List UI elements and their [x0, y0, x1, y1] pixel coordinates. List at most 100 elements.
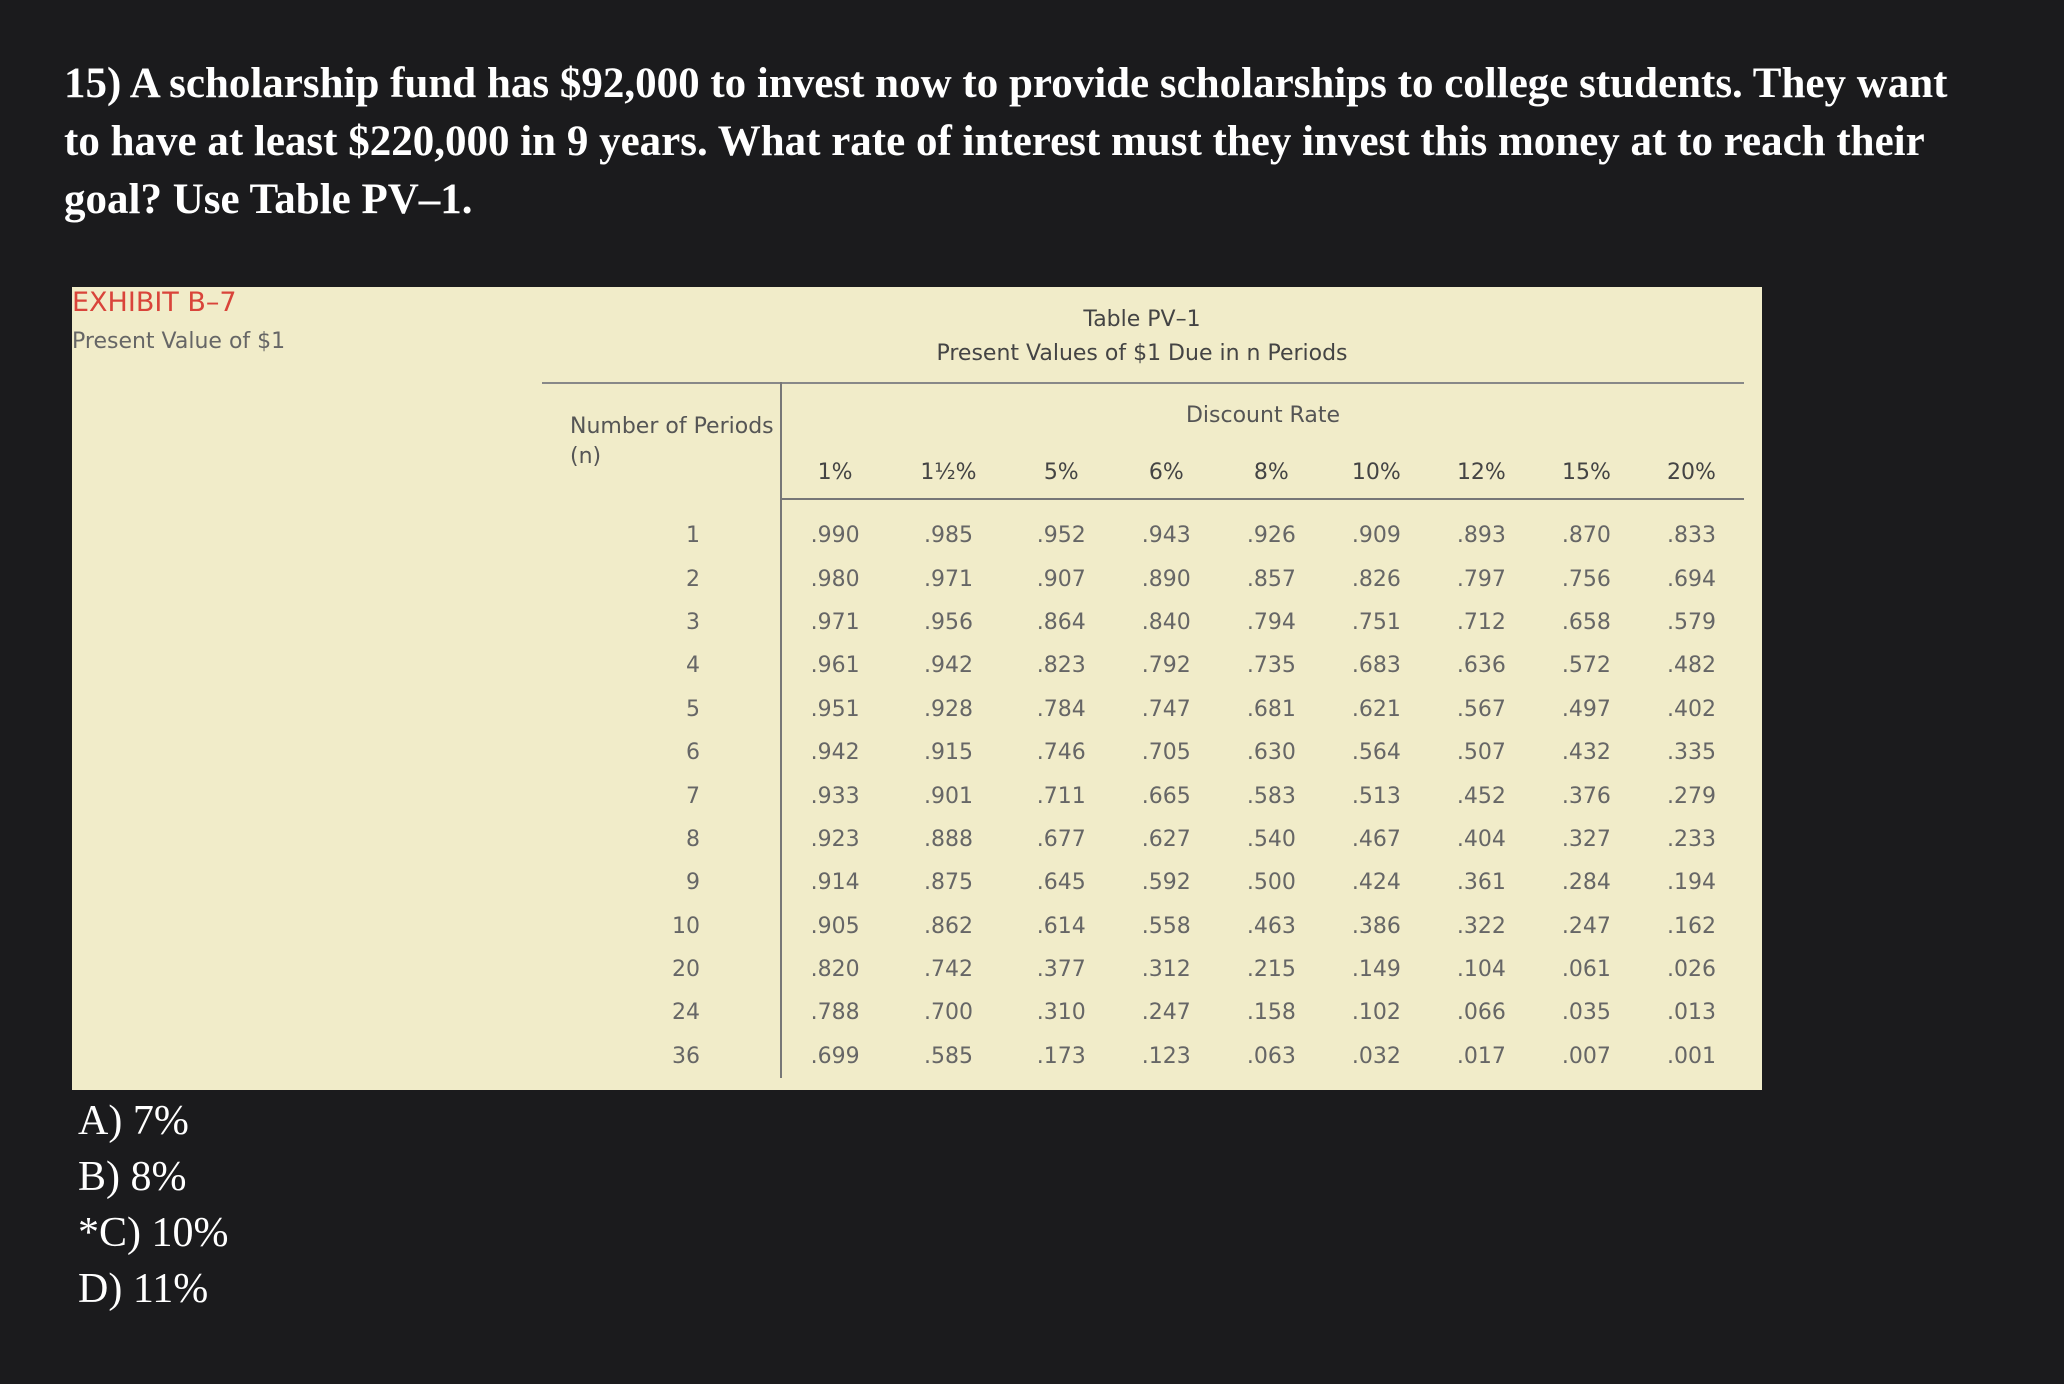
column-header: 1½% [888, 446, 1009, 500]
value-cell: .497 [1561, 696, 1611, 722]
value-cell: .694 [1666, 566, 1716, 592]
value-cell: .705 [1141, 740, 1191, 766]
value-cell: .061 [1561, 957, 1611, 983]
table-row: 3 .971 .956 .864 .840 .794 .751 .712 .658 .579 [542, 600, 1744, 645]
value-cell: .875 [923, 870, 973, 896]
value-cell: .035 [1561, 1000, 1611, 1026]
value-cell: .032 [1351, 1043, 1401, 1069]
column-header-row: 1% 1½% 5% 6% 8% 10% 12% 15% 20% [542, 446, 1744, 500]
value-cell: .377 [1036, 957, 1086, 983]
column-header: 1% [781, 446, 889, 500]
value-cell: .888 [923, 826, 973, 852]
value-cell: .630 [1246, 740, 1296, 766]
value-cell: .123 [1141, 1043, 1191, 1069]
period-cell: 2 [542, 557, 782, 601]
column-header: 8% [1218, 446, 1324, 500]
value-cell: .026 [1666, 957, 1716, 983]
value-cell: .001 [1666, 1043, 1716, 1069]
value-cell: .943 [1141, 523, 1191, 549]
answer-option: B) 8% [78, 1154, 187, 1200]
value-cell: .971 [923, 566, 973, 592]
value-cell: .826 [1351, 566, 1401, 592]
value-cell: .467 [1351, 826, 1401, 852]
value-cell: .583 [1246, 783, 1296, 809]
table-row: 9 .914 .875 .645 .592 .500 .424 .361 .284 .194 [542, 861, 1744, 905]
column-header: 20% [1638, 446, 1744, 500]
value-cell: .627 [1141, 826, 1191, 852]
value-cell: .864 [1036, 609, 1086, 635]
value-cell: .558 [1141, 913, 1191, 939]
value-cell: .482 [1666, 653, 1716, 679]
value-cell: .335 [1666, 740, 1716, 766]
value-cell: .942 [810, 740, 860, 766]
value-cell: .857 [1246, 566, 1296, 592]
value-cell: .823 [1036, 653, 1086, 679]
value-cell: .751 [1351, 609, 1401, 635]
period-cell: 36 [542, 1034, 782, 1079]
column-header: 15% [1533, 446, 1639, 500]
question: 15) A scholarship fund has $92,000 to in… [64, 60, 1948, 223]
value-cell: .017 [1456, 1043, 1506, 1069]
value-cell: .361 [1456, 870, 1506, 896]
value-cell: .923 [810, 826, 860, 852]
group-header: Discount Rate [781, 382, 1744, 446]
value-cell: .926 [1246, 523, 1296, 549]
value-cell: .312 [1141, 957, 1191, 983]
value-cell: .985 [923, 523, 973, 549]
value-cell: .711 [1036, 783, 1086, 809]
exhibit-subtitle: Present Value of $1 [72, 329, 286, 354]
value-cell: .990 [810, 523, 860, 549]
value-cell: .579 [1666, 609, 1716, 635]
period-cell: 3 [542, 600, 782, 645]
value-cell: .463 [1246, 913, 1296, 939]
table-row: 6 .942 .915 .746 .705 .630 .564 .507 .432 .335 [542, 730, 1744, 775]
value-cell: .933 [810, 783, 860, 809]
answer-option: A) 7% [78, 1098, 189, 1144]
value-cell: .980 [810, 566, 860, 592]
answers: A) 7% B) 8% *C) 10% D) 11% [78, 1093, 229, 1317]
value-cell: .500 [1246, 870, 1296, 896]
period-cell: 7 [542, 774, 782, 818]
value-cell: .102 [1351, 1000, 1401, 1026]
value-cell: .614 [1036, 913, 1086, 939]
value-cell: .162 [1666, 913, 1716, 939]
value-cell: .247 [1561, 913, 1611, 939]
period-cell: 20 [542, 947, 782, 992]
value-cell: .956 [923, 609, 973, 635]
value-cell: .928 [923, 696, 973, 722]
table-title: Table PV–1 [1083, 307, 1201, 332]
value-cell: .699 [810, 1043, 860, 1069]
value-cell: .681 [1246, 696, 1296, 722]
value-cell: .788 [810, 1000, 860, 1026]
table-row: 24 .788 .700 .310 .247 .158 .102 .066 .035 .013 [542, 991, 1744, 1035]
value-cell: .735 [1246, 653, 1296, 679]
value-cell: .914 [810, 870, 860, 896]
value-cell: .452 [1456, 783, 1506, 809]
table-row: 20 .820 .742 .377 .312 .215 .149 .104 .061 .026 [542, 947, 1744, 992]
value-cell: .905 [810, 913, 860, 939]
value-cell: .007 [1561, 1043, 1611, 1069]
value-cell: .677 [1036, 826, 1086, 852]
value-cell: .327 [1561, 826, 1611, 852]
value-cell: .890 [1141, 566, 1191, 592]
value-cell: .104 [1456, 957, 1506, 983]
value-cell: .901 [923, 783, 973, 809]
value-cell: .507 [1456, 740, 1506, 766]
value-cell: .833 [1666, 523, 1716, 549]
value-cell: .636 [1456, 653, 1506, 679]
column-header: 5% [1008, 446, 1114, 500]
value-cell: .915 [923, 740, 973, 766]
value-cell: .961 [810, 653, 860, 679]
value-cell: .893 [1456, 523, 1506, 549]
value-cell: .840 [1141, 609, 1191, 635]
value-cell: .658 [1561, 609, 1611, 635]
value-cell: .572 [1561, 653, 1611, 679]
value-cell: .700 [923, 1000, 973, 1026]
value-cell: .792 [1141, 653, 1191, 679]
period-cell: 6 [542, 730, 782, 775]
table-row: 10 .905 .862 .614 .558 .463 .386 .322 .247 .162 [542, 904, 1744, 948]
value-cell: .279 [1666, 783, 1716, 809]
answer-option: *C) 10% [78, 1210, 229, 1256]
table-row: 2 .980 .971 .907 .890 .857 .826 .797 .756 .694 [542, 557, 1744, 601]
